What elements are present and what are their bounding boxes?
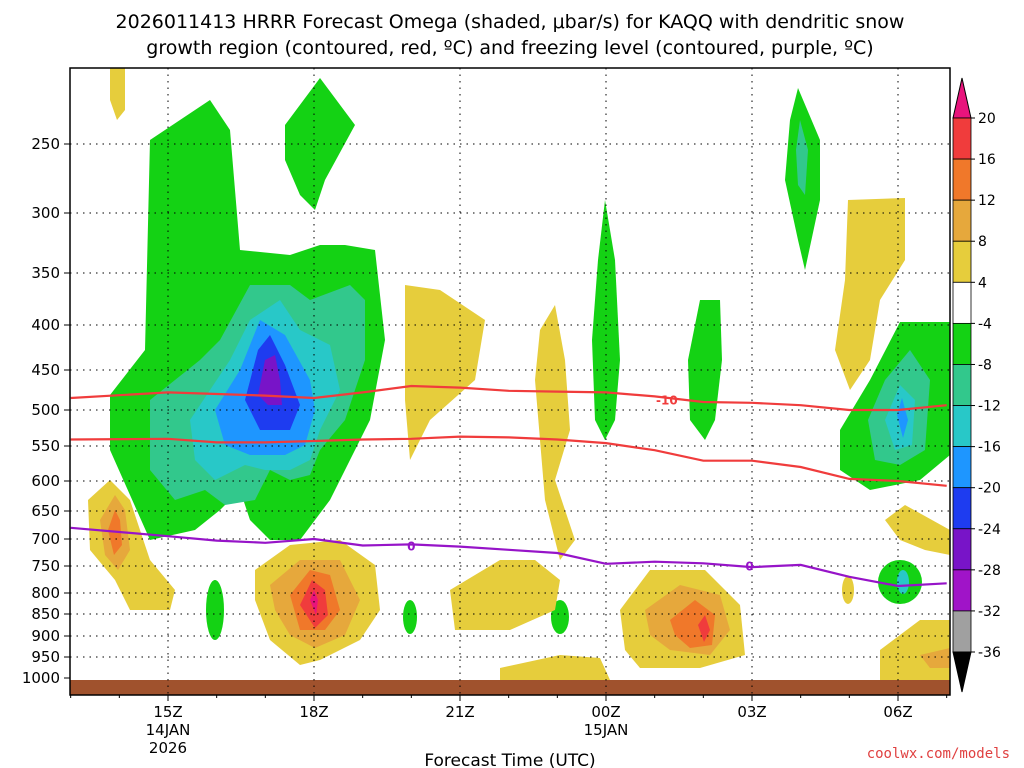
x-tick-date: 15JAN	[584, 721, 629, 739]
colorbar-top-arrow	[952, 77, 972, 119]
y-tick-label: 550	[31, 437, 60, 455]
colorbar-segment	[952, 240, 972, 283]
x-tick-label: 18Z	[299, 703, 328, 721]
colorbar-label: -4	[978, 316, 992, 332]
y-tick-label: 450	[31, 361, 60, 379]
y-tick-label: 950	[31, 648, 60, 666]
colorbar-label: 16	[978, 152, 996, 168]
y-tick-label: 1000	[22, 669, 60, 687]
x-axis-title: Forecast Time (UTC)	[424, 751, 595, 768]
x-tick-label: 06Z	[883, 703, 912, 721]
grid-lines	[70, 68, 950, 695]
colorbar-label: -28	[978, 563, 1001, 579]
y-tick-label: 400	[31, 316, 60, 334]
contour-freezing-level	[70, 526, 947, 588]
ground-strip	[70, 680, 950, 695]
y-tick-label: 300	[31, 204, 60, 222]
colorbar-bottom-arrow	[952, 651, 972, 693]
colorbar-label: 12	[978, 193, 996, 209]
omega-region-yellow-06z-low	[885, 505, 950, 555]
omega-region-yellow-20z-mid	[405, 285, 485, 460]
y-tick-label: 900	[31, 627, 60, 645]
colorbar-segment	[952, 569, 972, 612]
x-tick-label: 15Z	[153, 703, 182, 721]
temperature-contours: -10 0 0	[70, 384, 947, 588]
colorbar-segment	[952, 158, 972, 201]
y-tick-label: 250	[31, 135, 60, 153]
credit-text: coolwx.com/models	[867, 746, 1010, 762]
colorbar-label: -8	[978, 357, 992, 373]
omega-region-green-2230-low	[551, 600, 569, 634]
colorbar-label: 4	[978, 275, 987, 291]
omega-region-green-top-mid	[285, 78, 355, 210]
x-tick-date: 14JAN	[146, 721, 191, 739]
colorbar: 20 16 12 8 4 -4 -8 -12 -16 -20 -24 -28 -32 -36	[952, 77, 1001, 693]
omega-region-red-01z-low	[698, 615, 710, 642]
y-tick-label: 500	[31, 401, 60, 419]
omega-region-yellow-01z-floor	[500, 655, 610, 680]
omega-region-orange-06z-floor	[920, 648, 950, 668]
omega-region-yellow-22z-low	[450, 560, 560, 630]
x-tick-label: 03Z	[737, 703, 766, 721]
colorbar-label: -32	[978, 604, 1001, 620]
contour-label: -10	[656, 393, 678, 407]
omega-region-green-00z	[592, 200, 620, 440]
y-axis: 1000 950 900 850 800 750 700 650 600 550 500 450 400…	[22, 135, 70, 687]
chart-title-line-2: growth region (contoured, red, ºC) and f…	[146, 37, 873, 59]
y-tick-label: 350	[31, 264, 60, 282]
colorbar-segment	[952, 610, 972, 653]
y-tick-label: 850	[31, 605, 60, 623]
colorbar-label: -16	[978, 440, 1001, 456]
omega-region-yellow-top-left	[110, 68, 125, 120]
y-tick-label: 650	[31, 502, 60, 520]
x-tick-year: 2026	[149, 739, 187, 757]
omega-region-green-02z	[688, 300, 722, 440]
colorbar-segment	[952, 322, 972, 365]
contour-label: 0	[745, 560, 753, 574]
omega-region-green-16z-low	[206, 580, 224, 640]
omega-region-teal-04z-upper	[796, 120, 808, 195]
plot-border	[69, 67, 951, 696]
y-tick-label: 700	[31, 530, 60, 548]
colorbar-segment	[952, 446, 972, 489]
colorbar-segment	[952, 487, 972, 530]
omega-region-cyan-06z-low	[897, 570, 909, 594]
colorbar-label: -12	[978, 399, 1001, 415]
colorbar-segment	[952, 199, 972, 242]
contour-dgz-lower	[70, 435, 947, 487]
colorbar-segment	[952, 528, 972, 571]
colorbar-label: 8	[978, 234, 987, 250]
contour-label: 0	[407, 540, 415, 554]
chart-title-line-1: 2026011413 HRRR Forecast Omega (shaded, …	[116, 11, 905, 33]
omega-region-blue-06z	[897, 398, 908, 438]
colorbar-label: 20	[978, 111, 996, 127]
omega-region-green-20z-low	[403, 600, 417, 634]
colorbar-segment	[952, 405, 972, 448]
omega-region-yellow-2230-mid	[535, 305, 575, 560]
omega-region-purple-main	[258, 355, 282, 405]
colorbar-segment	[952, 117, 972, 160]
colorbar-segment	[952, 281, 972, 324]
omega-region-yellow-05z	[835, 198, 905, 390]
contour-dgz-upper	[70, 384, 947, 412]
x-tick-label: 21Z	[445, 703, 474, 721]
colorbar-label: -20	[978, 481, 1001, 497]
y-tick-label: 750	[31, 557, 60, 575]
colorbar-label: -24	[978, 522, 1001, 538]
colorbar-segment	[952, 364, 972, 406]
x-tick-label: 00Z	[591, 703, 620, 721]
y-tick-label: 600	[31, 472, 60, 490]
y-tick-label: 800	[31, 584, 60, 602]
colorbar-label: -36	[978, 645, 1001, 661]
omega-region-yellow-0530-low	[842, 576, 854, 604]
